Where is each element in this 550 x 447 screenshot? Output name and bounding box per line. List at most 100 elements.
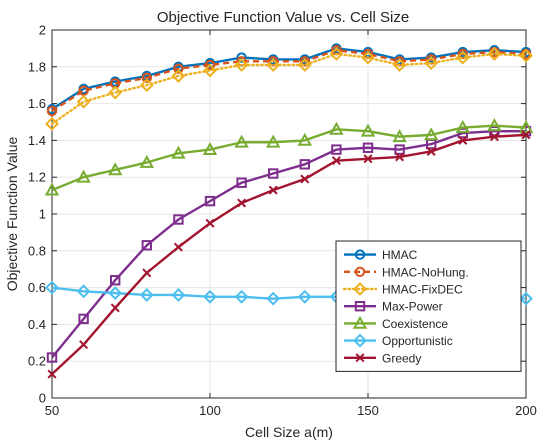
data-point	[360, 123, 376, 137]
data-point	[329, 121, 344, 135]
legend-marker	[353, 282, 367, 296]
y-tick-label: 1.8	[28, 59, 46, 74]
data-point	[455, 50, 470, 65]
legend-item: Greedy	[344, 351, 421, 365]
legend: HMAC HMAC-NoHung. HMAC-FixDEC Max-Power Coex…	[335, 240, 522, 372]
legend-marker	[355, 353, 365, 363]
legend-label: HMAC-FixDEC	[382, 283, 463, 297]
y-tick-label: 2	[39, 23, 46, 38]
x-tick-label: 150	[357, 403, 379, 418]
data-point	[331, 156, 341, 166]
data-point	[171, 145, 186, 159]
data-point	[455, 119, 470, 133]
legend-item: Opportunistic	[344, 333, 453, 348]
data-point	[44, 182, 60, 196]
data-point	[424, 56, 439, 71]
data-point	[268, 168, 279, 179]
series-line	[50, 52, 528, 126]
data-point	[46, 105, 58, 117]
data-point	[205, 218, 215, 228]
legend-marker	[354, 301, 366, 312]
legend-label: Coexistence	[382, 317, 448, 331]
data-point	[46, 352, 58, 363]
data-point	[139, 154, 154, 168]
data-point	[458, 135, 468, 145]
data-point	[457, 127, 469, 139]
data-point	[76, 169, 91, 183]
data-point	[45, 116, 59, 131]
data-point	[518, 119, 534, 133]
legend-item: HMAC	[344, 248, 418, 262]
data-point	[171, 288, 186, 302]
legend-item: Max-Power	[344, 300, 443, 314]
data-point	[237, 198, 247, 208]
data-point	[297, 289, 312, 304]
data-point	[266, 134, 281, 148]
legend-item: Coexistence	[344, 315, 448, 331]
data-point	[204, 195, 216, 207]
series-coexistence	[44, 118, 534, 196]
data-point	[268, 56, 279, 67]
legend-label: Opportunistic	[382, 334, 453, 348]
y-tick-label: 1.4	[28, 133, 46, 148]
legend-label: Greedy	[382, 351, 421, 365]
data-point	[108, 85, 123, 100]
data-point	[234, 134, 249, 148]
data-point	[392, 58, 407, 72]
data-point	[268, 185, 278, 195]
data-point	[76, 284, 91, 299]
data-point	[234, 58, 249, 72]
y-tick-label: 0.8	[28, 243, 46, 258]
data-point	[521, 130, 531, 140]
chart-title: Objective Function Value vs. Cell Size	[157, 9, 409, 26]
data-point	[519, 48, 533, 63]
legend-label: HMAC-NoHung.	[382, 265, 469, 279]
series-line	[51, 133, 527, 375]
data-point	[299, 56, 310, 67]
x-tick-label: 200	[515, 403, 537, 418]
series-line	[51, 49, 527, 112]
data-point	[204, 59, 216, 71]
data-point	[203, 289, 217, 304]
data-point	[108, 162, 123, 176]
legend-marker	[354, 249, 366, 260]
legend-marker	[354, 266, 366, 277]
y-tick-label: 0.2	[28, 354, 46, 369]
y-axis-label: Objective Function Value	[4, 136, 20, 291]
data-point	[47, 369, 57, 379]
data-point	[173, 214, 184, 225]
x-tick-label: 50	[45, 403, 59, 418]
grid	[52, 30, 526, 398]
data-point	[79, 340, 89, 350]
data-point	[362, 142, 374, 153]
series-line	[51, 129, 526, 359]
data-point	[171, 69, 186, 83]
y-tick-label: 0.6	[28, 280, 46, 295]
data-point	[78, 313, 89, 325]
data-point	[202, 142, 218, 155]
data-point	[108, 286, 123, 301]
data-point	[142, 268, 152, 278]
data-point	[76, 94, 91, 109]
y-tick-label: 0.4	[28, 317, 46, 332]
x-tick-label: 100	[199, 403, 221, 418]
legend-label: HMAC	[382, 248, 418, 262]
data-point	[394, 144, 405, 155]
data-point	[110, 275, 121, 286]
legend-label: Max-Power	[382, 300, 443, 314]
legend-marker	[352, 315, 368, 329]
series-line	[51, 124, 527, 192]
data-point	[141, 240, 153, 251]
data-point	[487, 118, 502, 132]
data-point	[139, 78, 154, 93]
data-point	[489, 132, 499, 142]
data-point	[487, 47, 502, 61]
y-tick-label: 1	[39, 207, 46, 222]
data-point	[392, 129, 407, 143]
legend-marker	[353, 333, 367, 348]
y-tick-label: 0	[39, 391, 46, 406]
legend-item: HMAC-FixDEC	[342, 282, 463, 297]
data-point	[234, 289, 249, 304]
data-point	[110, 303, 120, 313]
